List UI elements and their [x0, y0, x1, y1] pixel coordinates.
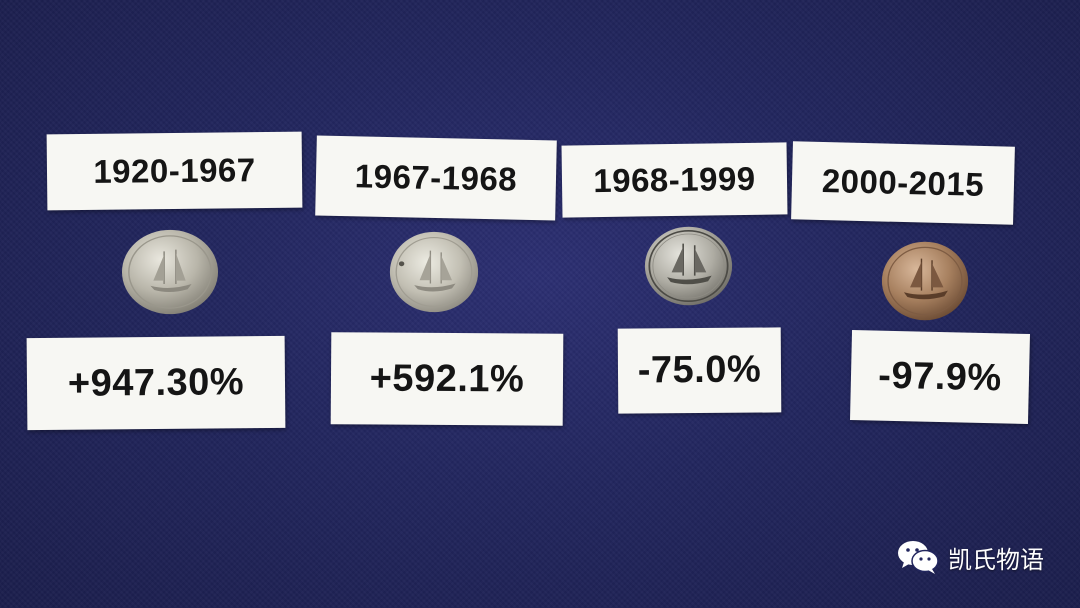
change-card-4: -97.9% [850, 329, 1030, 425]
coin-1920-1967 [121, 229, 219, 315]
year-card-4: 2000-2015 [791, 141, 1015, 225]
watermark-text: 凯氏物语 [948, 545, 1044, 574]
coin-1967-1968 [389, 231, 479, 313]
coin-2000-2015 [881, 241, 969, 321]
year-label-1: 1920-1967 [93, 151, 256, 190]
change-label-4: -97.9% [877, 354, 1003, 399]
change-label-1: +947.30% [67, 360, 245, 405]
year-card-2: 1967-1968 [315, 135, 557, 221]
wechat-icon [898, 541, 939, 574]
change-card-2: +592.1% [330, 332, 564, 426]
change-label-2: +592.1% [369, 356, 525, 401]
year-card-1: 1920-1967 [46, 131, 303, 211]
year-label-4: 2000-2015 [821, 162, 985, 203]
change-card-3: -75.0% [617, 327, 782, 414]
change-card-1: +947.30% [26, 335, 286, 431]
year-card-3: 1968-1999 [561, 142, 788, 218]
watermark: 凯氏物语 [896, 538, 1044, 576]
coin-1968-1999 [644, 226, 733, 306]
change-label-3: -75.0% [637, 348, 762, 392]
year-label-2: 1967-1968 [354, 157, 518, 198]
year-label-3: 1968-1999 [593, 159, 756, 200]
